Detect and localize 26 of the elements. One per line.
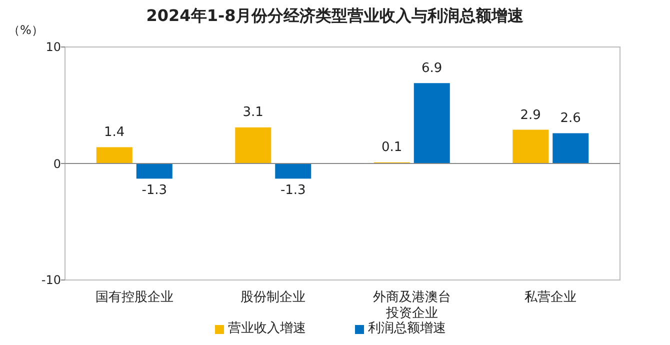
chart-title: 2024年1-8月份分经济类型营业收入与利润总额增速 (145, 6, 525, 25)
data-label: 6.9 (420, 61, 444, 78)
y-axis-title: （%） (8, 22, 44, 38)
bar (235, 127, 272, 164)
bar (96, 147, 132, 164)
y-tick-label: 0 (52, 156, 61, 172)
y-tick-label: 10 (44, 39, 61, 55)
y-tick-label: -10 (40, 272, 61, 288)
data-label: -1.3 (279, 182, 307, 199)
bar (512, 130, 549, 164)
bar (275, 164, 312, 179)
x-tick-label: 私营企业 (524, 290, 578, 306)
data-label: -1.3 (140, 182, 168, 199)
legend-label: 营业收入增速 (228, 321, 307, 337)
data-label: 1.4 (103, 125, 126, 142)
bar (414, 83, 450, 164)
x-tick-label: 股份制企业 (240, 290, 307, 306)
legend-label: 利润总额增速 (368, 321, 447, 337)
data-label: 2.9 (519, 108, 542, 124)
x-tick-label: 国有控股企业 (94, 290, 174, 306)
x-tick-label: 外商及港澳台投资企业 (372, 290, 452, 321)
data-label: 0.1 (380, 140, 404, 156)
data-label: 3.1 (242, 105, 264, 122)
data-label: 2.6 (559, 111, 582, 128)
bar (552, 133, 589, 164)
bar (136, 164, 172, 179)
